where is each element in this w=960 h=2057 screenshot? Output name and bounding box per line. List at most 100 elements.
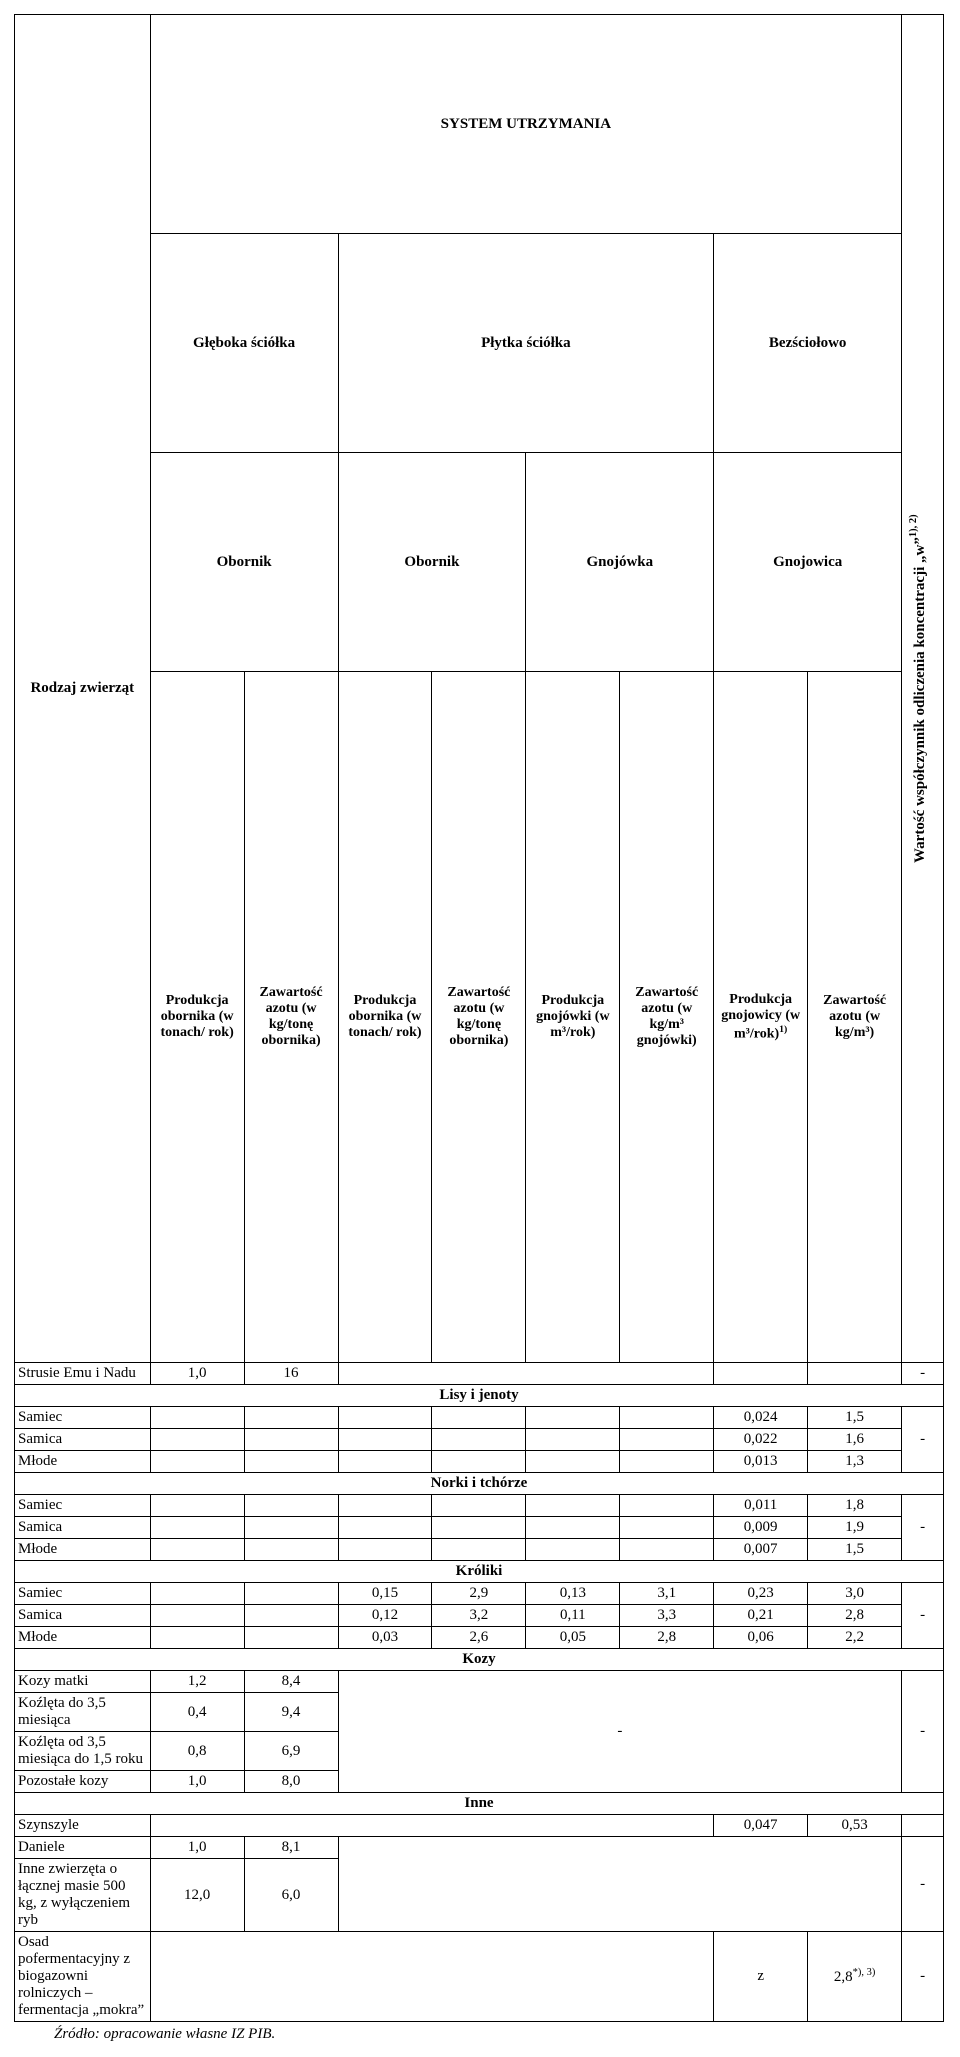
cell: 8,1 — [244, 1837, 338, 1859]
table-row: Strusie Emu i Nadu 1,0 16 - — [15, 1363, 944, 1385]
row-label: Koźlęta do 3,5 miesiąca — [15, 1693, 151, 1732]
cell-empty — [620, 1539, 714, 1561]
manure-production-table: Rodzaj zwierząt SYSTEM UTRZYMANIA Wartoś… — [14, 14, 944, 2022]
cell-empty — [620, 1407, 714, 1429]
row-label: Kozy matki — [15, 1671, 151, 1693]
cell-empty — [150, 1605, 244, 1627]
cell: 1,3 — [808, 1451, 902, 1473]
subheader-c1: Produkcja obornika (w tonach/ rok) — [150, 672, 244, 1363]
table-row: Młode 0,03 2,6 0,05 2,8 0,06 2,2 — [15, 1627, 944, 1649]
cell-empty — [620, 1451, 714, 1473]
cell-empty — [150, 1429, 244, 1451]
cell: 0,022 — [714, 1429, 808, 1451]
row-label: Osad pofermentacyjny z biogazowni rolnic… — [15, 1932, 151, 2022]
row-label: Młode — [15, 1627, 151, 1649]
cell-empty — [150, 1539, 244, 1561]
subheader-c8: Zawartość azotu (w kg/m³) — [808, 672, 902, 1363]
cell-empty — [620, 1429, 714, 1451]
cell-empty — [526, 1451, 620, 1473]
header-bezsciolowo: Bezściołowo — [714, 234, 902, 453]
cell: 2,6 — [432, 1627, 526, 1649]
subheader-c4: Zawartość azotu (w kg/tonę obornika) — [432, 672, 526, 1363]
table-row: Samica 0,022 1,6 — [15, 1429, 944, 1451]
cell: 0,05 — [526, 1627, 620, 1649]
subheader-c7: Produkcja gnojowicy (w m³/rok)1) — [714, 672, 808, 1363]
row-label: Samica — [15, 1605, 151, 1627]
cell: 1,8 — [808, 1495, 902, 1517]
cell: 6,9 — [244, 1732, 338, 1771]
cell-empty — [432, 1429, 526, 1451]
section-header-inne: Inne — [15, 1793, 944, 1815]
row-label: Młode — [15, 1539, 151, 1561]
table-row: Samica 0,12 3,2 0,11 3,3 0,21 2,8 — [15, 1605, 944, 1627]
cell: - — [902, 1363, 944, 1385]
cell: 1,0 — [150, 1771, 244, 1793]
cell: z — [714, 1932, 808, 2022]
cell: 9,4 — [244, 1693, 338, 1732]
cell: - — [902, 1932, 944, 2022]
cell-empty — [432, 1407, 526, 1429]
cell: 0,013 — [714, 1451, 808, 1473]
source-note: Źródło: opracowanie własne IZ PIB. — [54, 2026, 944, 2043]
row-label: Samica — [15, 1517, 151, 1539]
cell-empty — [526, 1539, 620, 1561]
header-obornik-2: Obornik — [338, 453, 526, 672]
section-header-kroliki: Króliki — [15, 1561, 944, 1583]
cell: 0,011 — [714, 1495, 808, 1517]
subheader-c6: Zawartość azotu (w kg/m³ gnojówki) — [620, 672, 714, 1363]
cell: 2,8 — [808, 1605, 902, 1627]
cell: - — [902, 1671, 944, 1793]
cell-empty — [902, 1815, 944, 1837]
cell: 2,8*), 3) — [808, 1932, 902, 2022]
row-label: Inne zwierzęta o łącznej masie 500 kg, z… — [15, 1859, 151, 1932]
cell-empty — [150, 1583, 244, 1605]
cell-empty — [432, 1539, 526, 1561]
cell-empty — [338, 1429, 432, 1451]
header-gnojowica: Gnojowica — [714, 453, 902, 672]
cell: 0,4 — [150, 1693, 244, 1732]
header-obornik-1: Obornik — [150, 453, 338, 672]
cell-empty — [526, 1407, 620, 1429]
cell: 12,0 — [150, 1859, 244, 1932]
cell: 1,0 — [150, 1837, 244, 1859]
cell: 0,21 — [714, 1605, 808, 1627]
cell: 2,2 — [808, 1627, 902, 1649]
cell: 3,2 — [432, 1605, 526, 1627]
cell: 0,8 — [150, 1732, 244, 1771]
row-label: Samiec — [15, 1583, 151, 1605]
subheader-c2: Zawartość azotu (w kg/tonę obornika) — [244, 672, 338, 1363]
table-row: Osad pofermentacyjny z biogazowni rolnic… — [15, 1932, 944, 2022]
cell: 3,0 — [808, 1583, 902, 1605]
cell: 1,5 — [808, 1539, 902, 1561]
table-row: Daniele 1,0 8,1 - — [15, 1837, 944, 1859]
header-row-label: Rodzaj zwierząt — [15, 15, 151, 1363]
cell-empty — [150, 1517, 244, 1539]
cell-empty — [150, 1495, 244, 1517]
row-label: Daniele — [15, 1837, 151, 1859]
cell: 8,0 — [244, 1771, 338, 1793]
cell-empty — [244, 1583, 338, 1605]
cell-empty — [714, 1363, 808, 1385]
header-gnojowka: Gnojówka — [526, 453, 714, 672]
header-w-coeff: Wartość współczynnik odliczenia koncentr… — [902, 15, 944, 1363]
cell-empty — [526, 1429, 620, 1451]
cell-empty — [244, 1495, 338, 1517]
cell-empty — [338, 1517, 432, 1539]
row-label: Koźlęta od 3,5 miesiąca do 1,5 roku — [15, 1732, 151, 1771]
table-row: Młode 0,007 1,5 — [15, 1539, 944, 1561]
cell-empty — [150, 1815, 714, 1837]
cell: 0,047 — [714, 1815, 808, 1837]
cell-empty — [620, 1517, 714, 1539]
row-label: Samiec — [15, 1407, 151, 1429]
row-label: Młode — [15, 1451, 151, 1473]
cell: 0,03 — [338, 1627, 432, 1649]
row-label: Samica — [15, 1429, 151, 1451]
cell: 6,0 — [244, 1859, 338, 1932]
subheader-c3: Produkcja obornika (w tonach/ rok) — [338, 672, 432, 1363]
subheader-c5: Produkcja gnojówki (w m³/rok) — [526, 672, 620, 1363]
table-row: Samica 0,009 1,9 — [15, 1517, 944, 1539]
cell: 1,5 — [808, 1407, 902, 1429]
cell-empty — [244, 1407, 338, 1429]
cell: 0,009 — [714, 1517, 808, 1539]
cell-empty — [244, 1627, 338, 1649]
